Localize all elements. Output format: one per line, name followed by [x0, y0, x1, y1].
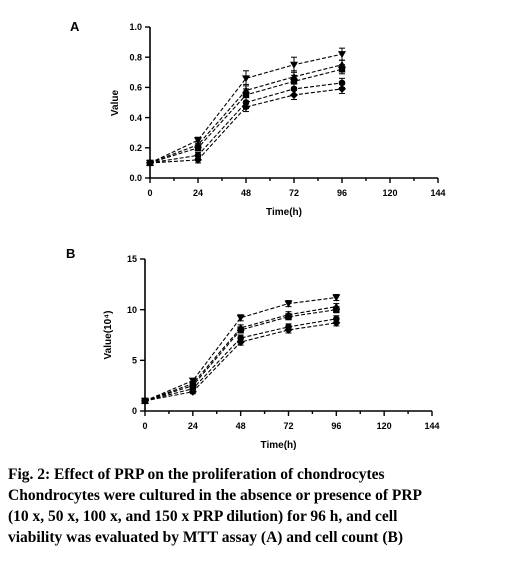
x-axis-title: Time(h) — [261, 440, 297, 451]
data-point-0 — [141, 396, 149, 405]
y-tick-label: 0.8 — [129, 52, 142, 62]
data-point-2 — [242, 103, 250, 112]
series-line — [144, 318, 337, 402]
data-point-1 — [194, 144, 202, 151]
x-tick-label: 120 — [382, 188, 397, 198]
data-point-2 — [237, 334, 244, 342]
data-point-3 — [284, 300, 293, 308]
data-point-1 — [194, 137, 202, 145]
caption-line: viability was evaluated by MTT assay (A)… — [8, 529, 403, 546]
y-tick-label: 0.0 — [129, 173, 142, 183]
y-tick-label: 15 — [127, 254, 137, 264]
x-tick-label: 0 — [142, 421, 147, 431]
y-tick-label: 0 — [132, 406, 137, 416]
data-point-1 — [194, 155, 202, 164]
data-point-3 — [290, 90, 298, 99]
caption-line: Chondrocytes were cultured in the absenc… — [8, 487, 423, 504]
x-tick-label: 24 — [188, 421, 198, 431]
data-point-4 — [332, 294, 341, 302]
x-tick-label: 96 — [337, 188, 347, 198]
series-line — [149, 88, 343, 164]
y-tick-label: 0.6 — [129, 83, 142, 93]
x-tick-label: 0 — [147, 188, 152, 198]
y-tick-label: 1.0 — [129, 22, 142, 32]
data-point-3 — [290, 61, 298, 69]
data-point-2 — [242, 75, 250, 83]
x-tick-label: 48 — [241, 188, 251, 198]
data-point-4 — [338, 84, 346, 93]
x-tick-label: 24 — [193, 188, 203, 198]
caption-line: Fig. 2: Effect of PRP on the proliferati… — [8, 466, 385, 483]
x-tick-label: 72 — [283, 421, 293, 431]
y-tick-label: 0.4 — [129, 113, 142, 123]
panel-label: A — [70, 19, 80, 34]
x-axis-title: Time(h) — [266, 207, 302, 218]
x-tick-label: 48 — [236, 421, 246, 431]
data-point-3 — [285, 313, 292, 320]
caption-line: (10 x, 50 x, 100 x, and 150 x PRP diluti… — [8, 508, 398, 525]
y-tick-label: 0.2 — [129, 143, 142, 153]
x-tick-label: 72 — [289, 188, 299, 198]
data-point-4 — [332, 318, 341, 327]
data-point-2 — [236, 338, 245, 347]
chart-panel-b: B 0 24 48 72 96 120 144 0 5 10 15 Time(h) Value(10⁴) — [66, 246, 440, 451]
y-tick-label: 5 — [132, 356, 137, 366]
data-point-3 — [290, 78, 298, 85]
data-point-1 — [188, 387, 197, 396]
x-tick-label: 144 — [424, 421, 439, 431]
series-0 — [141, 293, 341, 405]
data-point-4 — [333, 315, 340, 323]
figure: A 0 24 48 72 96 120 144 0.0 0.2 0.4 0.6 0.8 1.0 Time(h… — [66, 19, 446, 451]
y-tick-label: 10 — [127, 305, 137, 315]
data-point-2 — [236, 314, 245, 322]
series-line — [144, 306, 337, 402]
x-tick-label: 144 — [430, 188, 445, 198]
series-4 — [141, 318, 341, 405]
x-tick-label: 120 — [377, 421, 392, 431]
y-axis-title: Value — [110, 90, 121, 117]
data-point-4 — [338, 51, 346, 59]
data-point-2 — [242, 91, 250, 99]
data-point-3 — [284, 325, 293, 334]
series-line — [144, 296, 337, 402]
figure-caption: Fig. 2: Effect of PRP on the proliferati… — [8, 464, 522, 548]
data-point-2 — [237, 326, 244, 334]
data-point-4 — [338, 66, 346, 73]
y-axis-title: Value(10⁴) — [103, 311, 114, 360]
data-point-4 — [333, 306, 340, 313]
series-4 — [146, 83, 346, 167]
data-point-0 — [146, 158, 154, 167]
chart-panel-a: A 0 24 48 72 96 120 144 0.0 0.2 0.4 0.6 0.8 1.0 Time(h… — [70, 19, 446, 218]
panel-label: B — [66, 246, 75, 261]
series-line — [149, 82, 343, 164]
x-tick-label: 96 — [331, 421, 341, 431]
